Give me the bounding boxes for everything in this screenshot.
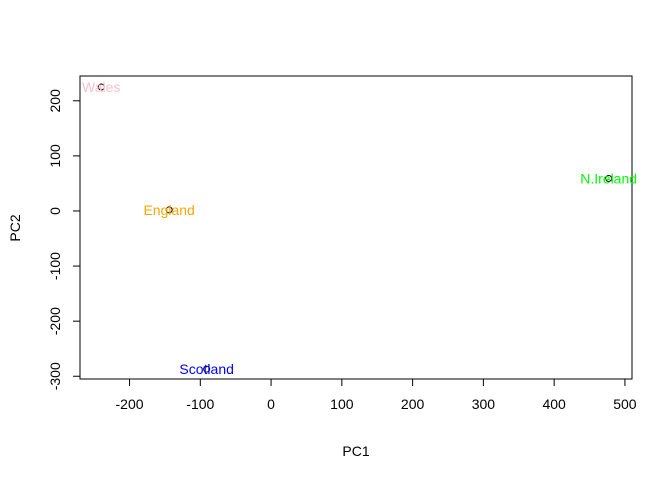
point-label: N.Ireland [580,170,637,186]
x-axis: -200 -100 0 100 200 300 400 500 [116,378,637,412]
point-label: Scotland [179,361,233,377]
y-tick-label: -200 [47,307,63,335]
y-tick-label: -100 [47,252,63,280]
data-point [97,83,105,91]
point-label: Wales [82,79,120,95]
y-tick-label: 200 [47,89,63,113]
y-tick-label: 0 [47,207,63,215]
x-tick-label: -200 [116,396,144,412]
x-tick-label: 100 [330,396,354,412]
data-point [203,365,211,373]
y-axis-label: PC2 [7,214,23,241]
x-tick-label: 300 [472,396,496,412]
x-tick-label: 200 [401,396,425,412]
y-tick-label: 100 [47,144,63,168]
plot-box [79,75,633,380]
data-point [605,174,613,182]
point-label: England [143,202,194,218]
y-tick-label: -300 [47,362,63,390]
x-tick-label: 0 [267,396,275,412]
data-points: England Wales Scotland N.Ireland [82,79,637,377]
x-axis-label: PC1 [342,443,369,459]
y-axis: -300 -200 -100 0 100 200 [47,89,81,390]
x-tick-label: 500 [613,396,637,412]
data-point [165,206,173,214]
x-tick-label: -100 [186,396,214,412]
x-tick-label: 400 [542,396,566,412]
